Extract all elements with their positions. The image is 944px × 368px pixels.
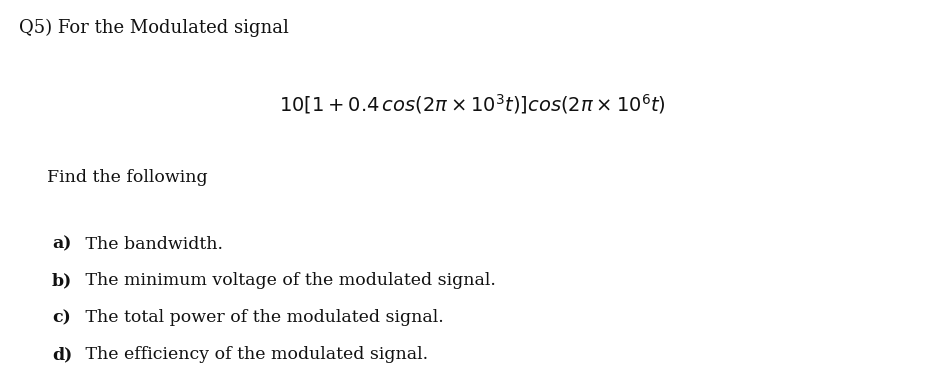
Text: d): d): [52, 346, 72, 363]
Text: The efficiency of the modulated signal.: The efficiency of the modulated signal.: [80, 346, 429, 363]
Text: The total power of the modulated signal.: The total power of the modulated signal.: [80, 309, 444, 326]
Text: a): a): [52, 236, 72, 252]
Text: b): b): [52, 272, 72, 289]
Text: c): c): [52, 309, 71, 326]
Text: Q5) For the Modulated signal: Q5) For the Modulated signal: [19, 18, 289, 37]
Text: $10[1 + 0.4\,cos(2\pi \times 10^{3}t)]cos(2\pi \times 10^{6}t)$: $10[1 + 0.4\,cos(2\pi \times 10^{3}t)]co…: [278, 92, 666, 116]
Text: The bandwidth.: The bandwidth.: [80, 236, 223, 252]
Text: Find the following: Find the following: [47, 169, 208, 186]
Text: The minimum voltage of the modulated signal.: The minimum voltage of the modulated sig…: [80, 272, 497, 289]
